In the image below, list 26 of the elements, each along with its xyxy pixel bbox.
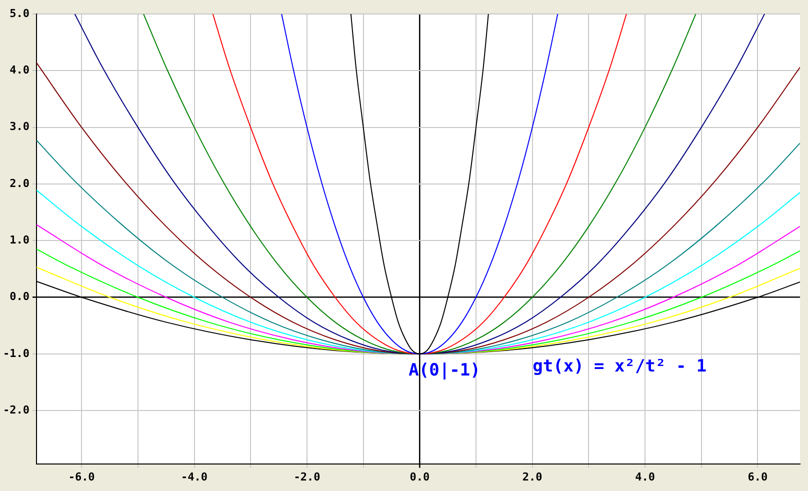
x-tick-label: -6.0 (68, 470, 95, 484)
line-series (36, 190, 800, 354)
x-tick-label: -4.0 (181, 470, 208, 484)
x-tick-label: 6.0 (748, 470, 768, 484)
y-tick-label: 4.0 (10, 64, 30, 77)
line-series (36, 140, 800, 354)
x-tick-label: -2.0 (294, 470, 320, 484)
x-tick-label: 2.0 (522, 470, 542, 484)
x-tick-label: 0.0 (410, 470, 430, 484)
line-series (36, 62, 800, 354)
y-tick-label: -2.0 (2, 403, 30, 416)
y-tick-label: 2.0 (10, 176, 30, 190)
y-tick-label: -1.0 (2, 346, 30, 360)
y-tick-label: 3.0 (10, 120, 30, 134)
line-series (74, 14, 765, 354)
x-tick-label: 4.0 (635, 470, 655, 484)
y-tick-label: 1.0 (10, 233, 30, 246)
line-series (36, 266, 800, 354)
line-series (281, 14, 558, 354)
line-series (143, 14, 696, 354)
y-tick-label: 5.0 (10, 6, 30, 20)
y-tick-label: 0.0 (10, 290, 30, 304)
line-series (212, 14, 627, 354)
annotation: gt(x) = x²/t² - 1 (532, 356, 707, 376)
line-series (36, 224, 800, 354)
line-series (36, 248, 800, 354)
